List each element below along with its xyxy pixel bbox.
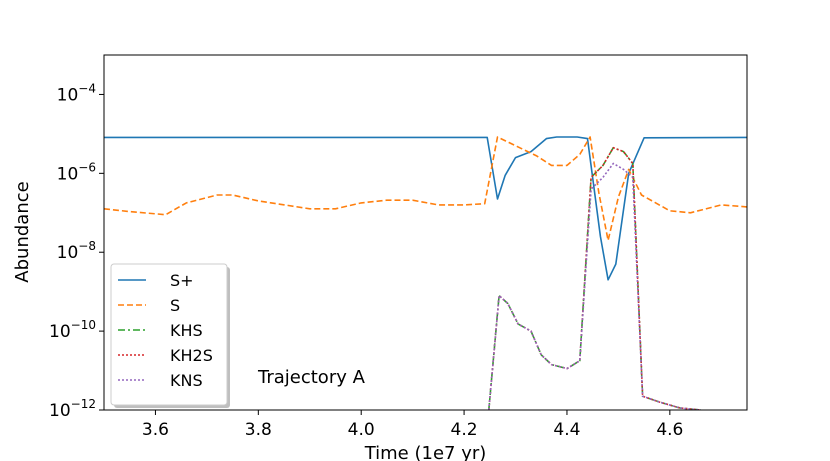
plot-frame	[103, 54, 748, 411]
y-axis-label: Abundance	[12, 181, 33, 282]
x-tick-label: 4.0	[348, 420, 375, 440]
x-tick-label: 4.2	[451, 420, 478, 440]
y-tick-label: 10−12	[49, 397, 96, 421]
x-tick-label: 4.4	[553, 420, 580, 440]
trajectory-annotation: Trajectory A	[257, 367, 366, 388]
x-axis-label: Time (1e7 yr)	[364, 443, 487, 461]
y-tick-label: 10−6	[57, 160, 96, 184]
legend-box	[110, 263, 228, 406]
y-tick-label: 10−8	[57, 239, 96, 263]
x-tick-label: 3.6	[142, 420, 169, 440]
legend-label-khs: KHS	[170, 321, 203, 340]
series-line-s-	[104, 136, 747, 281]
legend-label-s-: S+	[170, 271, 194, 290]
series-line-kns	[488, 162, 701, 410]
legend-label-s: S	[170, 296, 180, 315]
series-layer	[104, 136, 747, 410]
legend-label-kns: KNS	[170, 371, 203, 390]
axis-layer: 3.6 3.8 4.0 4.2 4.4 4.6 10−12 10−10 10−8 10−6 10−4	[49, 81, 683, 440]
legend: S+ S KHS KH2S KNS	[110, 263, 230, 408]
x-tick-label: 4.6	[656, 420, 683, 440]
legend-label-kh2s: KH2S	[170, 346, 213, 365]
legend-items: S+ S KHS KH2S KNS	[118, 271, 213, 390]
y-tick-label: 10−10	[49, 318, 96, 342]
y-tick-label: 10−4	[57, 81, 96, 105]
x-tick-label: 3.8	[245, 420, 272, 440]
series-line-s	[104, 136, 747, 242]
